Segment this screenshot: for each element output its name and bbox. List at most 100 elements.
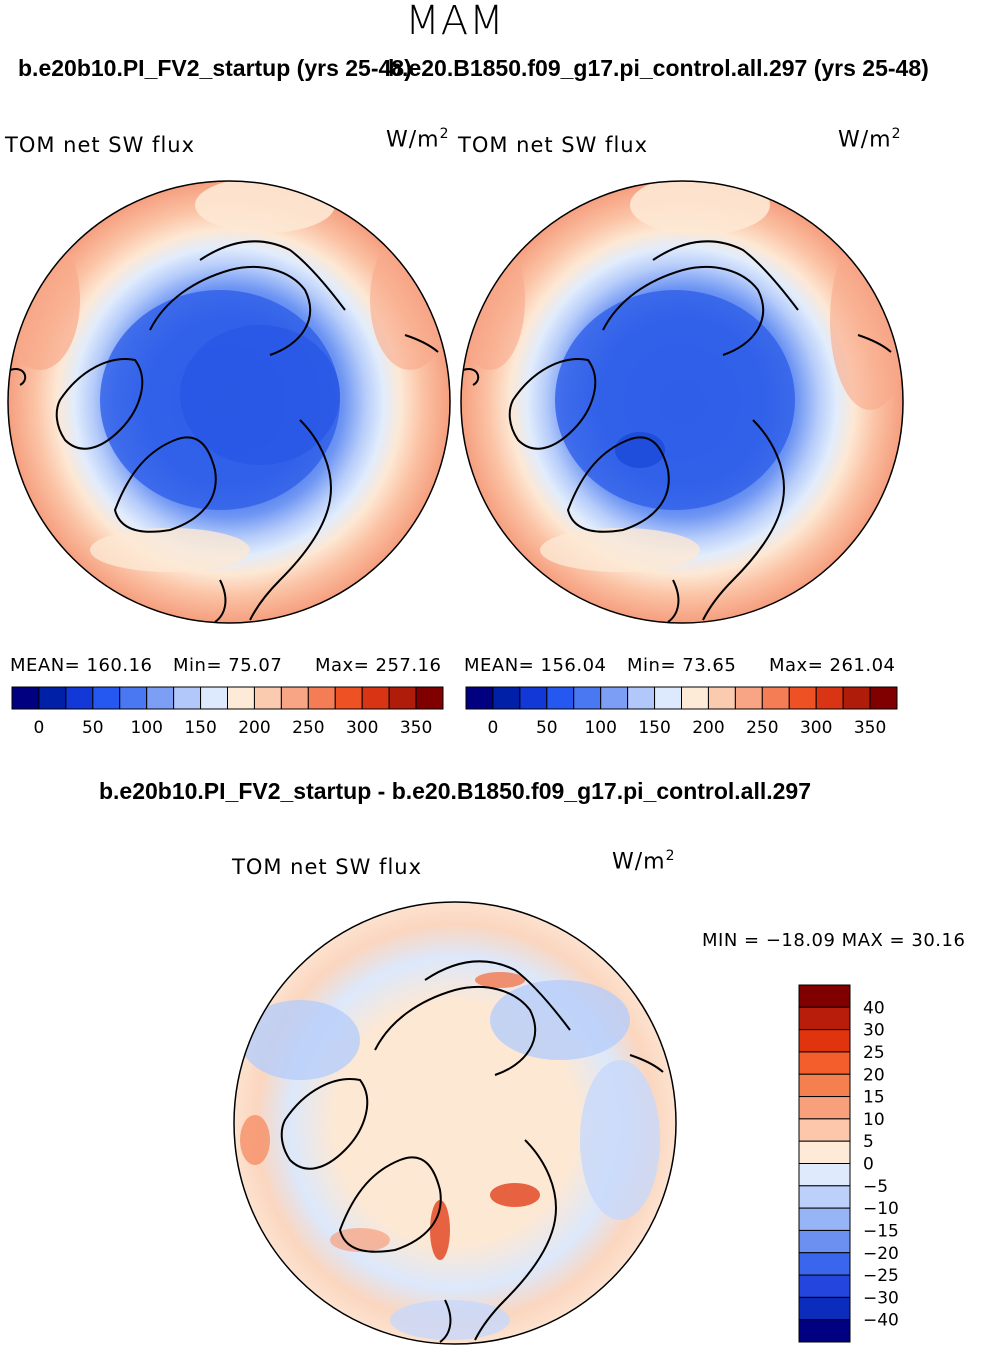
colorbar-difference-label-0: 40: [863, 998, 885, 1018]
polar-map-difference: [233, 901, 677, 1345]
variable-label-right: TOM net SW flux: [458, 133, 649, 157]
colorbar-left-label-6: 300: [346, 718, 378, 738]
polar-map-left: [7, 180, 451, 624]
colorbar-difference-swatch-0: [798, 984, 851, 1008]
colorbar-right-label-0: 0: [488, 718, 499, 738]
colorbar-difference-label-5: 10: [863, 1110, 885, 1130]
colorbar-left-swatch-15: [415, 686, 444, 710]
colorbar-right-swatch-14: [842, 686, 871, 710]
colorbar-right-swatch-6: [627, 686, 656, 710]
colorbar-difference-label-9: −10: [863, 1199, 899, 1219]
colorbar-left-label-1: 50: [82, 718, 104, 738]
colorbar-right: 0 50 100 150 200 250 300 350: [465, 686, 898, 738]
colorbar-right-swatch-11: [761, 686, 790, 710]
colorbar-left-swatch-10: [280, 686, 309, 710]
colorbar-left-swatch-1: [38, 686, 67, 710]
difference-title: b.e20b10.PI_FV2_startup - b.e20.B1850.f0…: [98, 778, 812, 804]
colorbar-left-label-7: 350: [400, 718, 432, 738]
diff-min-max: MIN = −18.09 MAX = 30.16: [702, 930, 966, 951]
colorbar-difference-swatch-14: [798, 1296, 851, 1321]
colorbar-difference-label-7: 0: [863, 1155, 874, 1175]
map-border-difference: [233, 901, 677, 1345]
colorbar-right-swatch-15: [869, 686, 898, 710]
colorbar-difference-label-8: −5: [863, 1177, 888, 1197]
colorbar-right-swatch-9: [707, 686, 736, 710]
colorbar-right-swatch-10: [734, 686, 763, 710]
colorbar-left-label-0: 0: [34, 718, 45, 738]
coastlines-right: [462, 240, 892, 623]
colorbar-left-label-2: 100: [130, 718, 162, 738]
season-title: MAM: [405, 0, 505, 44]
mean-left: MEAN= 160.16: [10, 655, 153, 676]
min-left: Min= 75.07: [173, 655, 283, 676]
colorbar-right-label-5: 250: [746, 718, 778, 738]
colorbar-right-swatch-4: [573, 686, 602, 710]
colorbar-difference-swatch-13: [798, 1274, 851, 1298]
colorbar-right-swatch-8: [681, 686, 709, 710]
colorbar-left-swatch-7: [200, 686, 228, 710]
units-label-right: W/m2: [838, 126, 902, 153]
map-border-left: [7, 180, 451, 624]
colorbar-left-swatch-6: [173, 686, 202, 710]
colorbar-left: 0 50 100 150 200 250 300 350: [11, 686, 444, 738]
colorbar-difference-swatch-1: [798, 1006, 851, 1031]
colorbar-difference-label-1: 30: [863, 1021, 885, 1041]
colorbar-difference-label-12: −25: [863, 1266, 899, 1286]
colorbar-right-swatch-7: [654, 686, 682, 710]
colorbar-left-swatch-8: [227, 686, 255, 710]
colorbar-left-swatch-5: [146, 686, 175, 710]
colorbar-left-label-5: 250: [292, 718, 324, 738]
coastlines-difference: [280, 960, 664, 1343]
colorbar-difference-label-13: −30: [863, 1288, 899, 1308]
colorbar-left-swatch-13: [361, 686, 390, 710]
colorbar-left-swatch-11: [307, 686, 336, 710]
polar-map-right: [460, 180, 904, 624]
colorbar-left-swatch-0: [11, 686, 40, 710]
colorbar-right-swatch-5: [600, 686, 629, 710]
colorbar-right-swatch-1: [492, 686, 521, 710]
coastlines-left: [9, 240, 439, 623]
colorbar-right-label-7: 350: [854, 718, 886, 738]
colorbar-right-swatch-12: [788, 686, 817, 710]
colorbar-left-label-4: 200: [238, 718, 270, 738]
colorbar-left-swatch-3: [92, 686, 121, 710]
colorbar-difference-label-14: −40: [863, 1311, 899, 1331]
colorbar-left-swatch-14: [388, 686, 417, 710]
colorbar-right-label-6: 300: [800, 718, 832, 738]
colorbar-difference-swatch-9: [798, 1185, 851, 1209]
colorbar-right-swatch-2: [519, 686, 548, 710]
colorbar-difference-swatch-3: [798, 1051, 851, 1075]
colorbar-right-swatch-0: [465, 686, 494, 710]
max-right: Max= 261.04: [769, 655, 896, 676]
colorbar-left-swatch-2: [65, 686, 94, 710]
colorbar-right-swatch-3: [546, 686, 575, 710]
colorbar-right-label-1: 50: [536, 718, 558, 738]
colorbar-right-label-3: 150: [638, 718, 670, 738]
colorbar-difference-swatch-6: [798, 1118, 851, 1142]
variable-label-diff: TOM net SW flux: [232, 855, 423, 879]
colorbar-difference-swatch-11: [798, 1229, 851, 1254]
colorbar-difference-label-4: 15: [863, 1088, 885, 1108]
colorbar-difference-swatch-12: [798, 1252, 851, 1276]
colorbar-left-swatch-4: [119, 686, 148, 710]
colorbar-difference-label-6: 5: [863, 1132, 874, 1152]
colorbar-difference-label-2: 25: [863, 1043, 885, 1063]
colorbar-difference-label-3: 20: [863, 1065, 885, 1085]
colorbar-left-label-3: 150: [184, 718, 216, 738]
case-title-right: b.e20.B1850.f09_g17.pi_control.all.297 (…: [388, 55, 929, 81]
colorbar-left-swatch-12: [334, 686, 363, 710]
colorbar-difference-swatch-15: [798, 1319, 851, 1343]
case-title-left: b.e20b10.PI_FV2_startup (yrs 25-48): [18, 55, 412, 81]
colorbar-difference-label-10: −15: [863, 1221, 899, 1241]
colorbar-left-swatch-9: [253, 686, 282, 710]
min-right: Min= 73.65: [627, 655, 737, 676]
mean-right: MEAN= 156.04: [464, 655, 607, 676]
variable-label-left: TOM net SW flux: [5, 133, 196, 157]
max-left: Max= 257.16: [315, 655, 442, 676]
map-border-right: [460, 180, 904, 624]
colorbar-difference-swatch-10: [798, 1207, 851, 1231]
colorbar-right-label-2: 100: [584, 718, 616, 738]
colorbar-right-label-4: 200: [692, 718, 724, 738]
